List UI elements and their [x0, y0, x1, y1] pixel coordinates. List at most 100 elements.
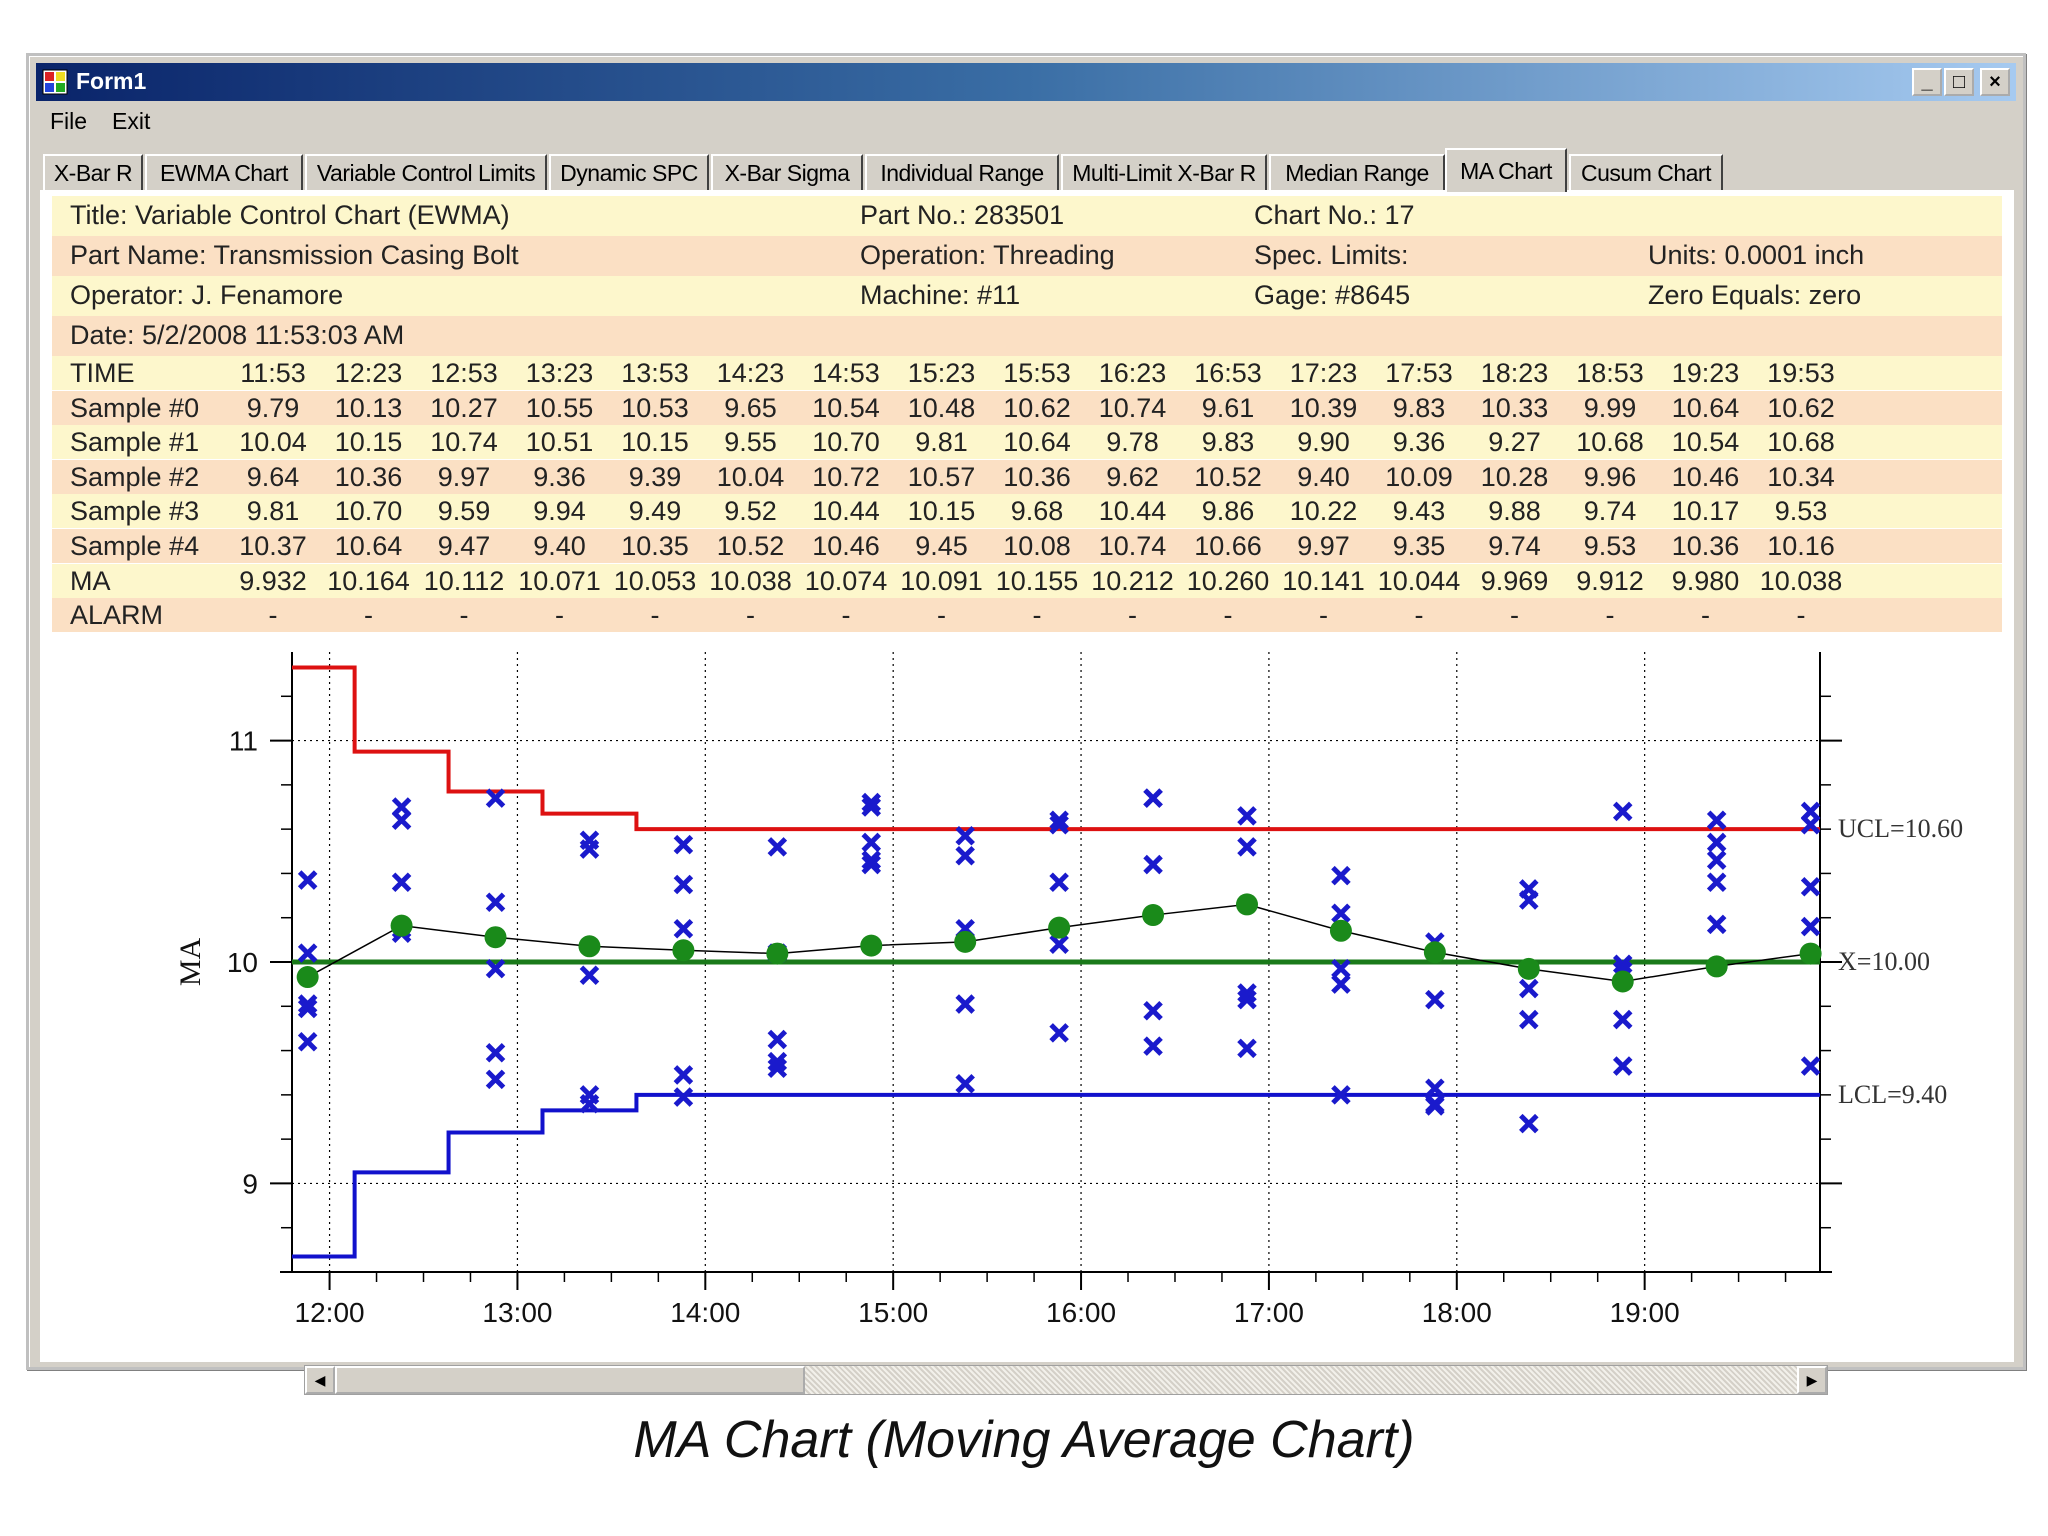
x-tick-label: 17:00	[1234, 1297, 1304, 1328]
sample-point	[1612, 801, 1633, 822]
table-cell: 9.96	[1583, 461, 1637, 492]
sample-point	[1425, 1078, 1445, 1098]
table-row: MA 9.932 10.164 10.112 10.071 10.053 10.038 10.…	[52, 563, 2002, 598]
table-cell: 10.70	[812, 427, 880, 458]
menu-exit[interactable]: Exit	[112, 108, 151, 134]
chart-panel: Title: Variable Control Chart (EWMA) Par…	[40, 190, 2014, 1395]
horizontal-scrollbar[interactable]: ◀ ▶	[304, 1365, 1828, 1395]
table-cell: 10.53	[621, 392, 689, 423]
ma-point	[1423, 941, 1446, 964]
table-cell: 11:53	[240, 358, 306, 388]
table-cell: 19:53	[1767, 358, 1835, 388]
table-cell: 17:23	[1289, 358, 1358, 388]
header-spec-limits: Spec. Limits:	[1254, 240, 1409, 270]
table-cell: 10.66	[1194, 531, 1262, 561]
table-cell: 10.33	[1480, 392, 1549, 423]
table-cell: 10.34	[1767, 461, 1835, 492]
table-cell: 9.36	[1392, 427, 1446, 458]
table-cell: 9.94	[533, 496, 586, 527]
table-cell: 10.39	[1289, 392, 1358, 423]
table-row: TIME 11:53 12:23 12:53 13:23 13:53 14:23 14:53 1…	[52, 356, 2002, 390]
table-cell: 10.212	[1091, 565, 1174, 596]
table-cell: 9.74	[1583, 496, 1637, 527]
table-cell: 10.74	[1098, 392, 1167, 423]
sample-point	[1331, 865, 1351, 886]
tab-dynamic-spc[interactable]: Dynamic SPC	[549, 154, 709, 190]
sample-point	[1706, 872, 1727, 893]
table-cell: 10.112	[423, 565, 505, 596]
table-cell: 14:23	[716, 358, 785, 388]
sample-point	[1237, 983, 1257, 1003]
maximize-button[interactable]: □	[1944, 68, 1974, 96]
tab-individual-range[interactable]: Individual Range	[865, 154, 1059, 190]
scroll-right-arrow-icon[interactable]: ▶	[1797, 1366, 1827, 1394]
sample-point	[485, 892, 506, 912]
lcl-line	[292, 1092, 1820, 1259]
sample-point	[391, 872, 412, 893]
table-cell: 14:53	[812, 358, 880, 388]
x-tick-label: 18:00	[1422, 1297, 1492, 1328]
scroll-left-arrow-icon[interactable]: ◀	[305, 1366, 335, 1394]
table-cell: 9.97	[437, 461, 491, 492]
sample-point	[1800, 801, 1821, 822]
tab-median-range[interactable]: Median Range	[1269, 154, 1445, 190]
ma-chart: 12:00 13:00 14:00 15:00 16:00 17:00 18:00 19:00…	[174, 652, 1963, 1328]
table-cell: 10.074	[804, 565, 888, 596]
table-cell: 9.43	[1392, 496, 1446, 527]
table-cell: 12:53	[430, 358, 498, 388]
table-cell: 17:53	[1385, 358, 1453, 388]
sample-point	[1143, 1000, 1163, 1021]
sample-point	[673, 874, 694, 895]
table-cell: 9.980	[1671, 565, 1740, 596]
scroll-thumb[interactable]	[335, 1366, 805, 1394]
table-row: ALARM - - - - - - - - - - - - - - - - -	[52, 598, 2002, 633]
sample-point	[861, 850, 882, 870]
sample-point	[767, 1051, 788, 1072]
menu-file[interactable]: File	[50, 108, 88, 134]
sample-point	[1800, 916, 1821, 937]
sample-point	[297, 1031, 318, 1052]
sample-point	[1612, 954, 1633, 974]
x-tick-label: 19:00	[1610, 1297, 1680, 1328]
table-cell: 10.74	[430, 427, 498, 458]
header-gage: Gage: #8645	[1254, 280, 1411, 310]
tab-multi-limit-xbar-r[interactable]: Multi-Limit X-Bar R	[1061, 154, 1267, 190]
sample-point	[673, 1065, 694, 1085]
table-row-label: Sample #2	[70, 461, 200, 492]
ma-point	[1329, 919, 1352, 942]
table-cell: 9.47	[437, 531, 491, 561]
ma-point	[766, 942, 789, 965]
table-row-label: Sample #3	[70, 496, 200, 527]
table-cell: 9.61	[1201, 392, 1255, 423]
header-title: Title: Variable Control Chart (EWMA)	[70, 200, 510, 230]
table-cell: 12:23	[334, 358, 403, 388]
tab-ewma-chart[interactable]: EWMA Chart	[145, 154, 303, 190]
title-bar[interactable]: Form1 _ □ ×	[36, 63, 2016, 101]
table-cell: 10.72	[812, 461, 880, 492]
sample-point	[1143, 788, 1163, 808]
close-button[interactable]: ×	[1980, 68, 2010, 96]
sample-point	[1331, 958, 1351, 979]
table-cell: -	[746, 600, 755, 631]
lcl-label: LCL=9.40	[1838, 1080, 1947, 1109]
tab-cusum-chart[interactable]: Cusum Chart	[1569, 154, 1723, 190]
tab-ma-chart[interactable]: MA Chart	[1445, 148, 1567, 192]
table-cell: 10.68	[1767, 427, 1835, 458]
ma-point	[1236, 893, 1258, 916]
table-cell: 9.99	[1583, 392, 1637, 423]
tab-variable-control-limits[interactable]: Variable Control Limits	[305, 154, 547, 190]
header-row-3: Operator: J. Fenamore Machine: #11 Gage:…	[52, 276, 2002, 316]
minimize-button[interactable]: _	[1912, 68, 1942, 96]
ma-point	[296, 966, 319, 989]
tab-xbar-sigma[interactable]: X-Bar Sigma	[711, 154, 863, 190]
sample-point	[1519, 978, 1539, 999]
tab-xbar-r[interactable]: X-Bar R	[43, 154, 143, 190]
table-cell: 9.79	[246, 392, 300, 423]
table-cell: 10.52	[716, 531, 785, 561]
ma-point	[672, 939, 695, 962]
table-cell: 9.64	[246, 461, 300, 492]
table-cell: 10.15	[334, 427, 403, 458]
sample-point	[1331, 903, 1351, 924]
y-tick-label: 10	[227, 947, 258, 978]
table-cell: -	[268, 600, 278, 631]
